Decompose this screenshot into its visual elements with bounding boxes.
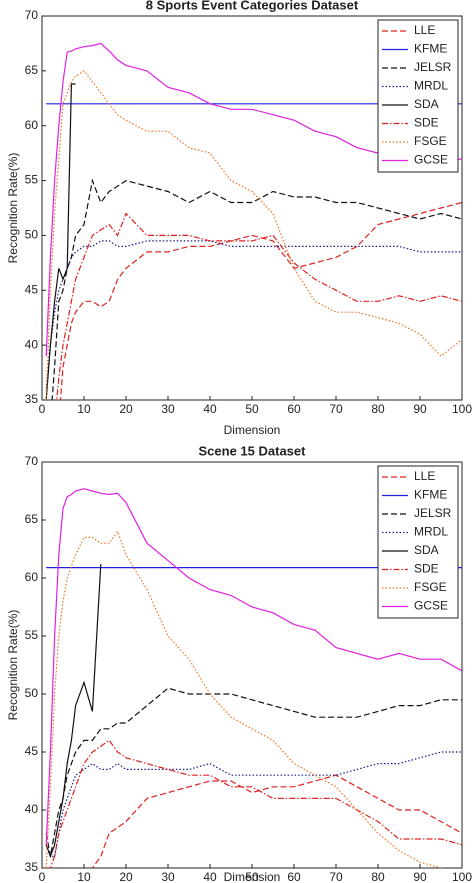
- x-tick-label: 40: [203, 402, 217, 416]
- x-tick-label: 80: [371, 402, 385, 416]
- x-tick-label: 0: [39, 402, 46, 416]
- chart-title: Scene 15 Dataset: [199, 443, 307, 458]
- y-tick-label: 50: [25, 228, 39, 242]
- x-tick-label: 90: [413, 870, 427, 883]
- x-tick-label: 40: [203, 870, 217, 883]
- series-line: [45, 530, 443, 868]
- x-tick-label: 70: [329, 402, 343, 416]
- lines: [45, 42, 462, 400]
- x-tick-label: 80: [371, 870, 385, 883]
- x-tick-label: 30: [161, 402, 175, 416]
- y-axis-label: Recognition Rate(%): [6, 610, 20, 721]
- y-tick-label: 35: [25, 392, 39, 406]
- legend-label: KFME: [414, 488, 447, 502]
- legend-label: KFME: [414, 42, 447, 56]
- x-tick-label: 50: [245, 402, 259, 416]
- x-tick-label: 10: [77, 870, 91, 883]
- x-tick-label: 60: [287, 870, 301, 883]
- legend-label: SDA: [414, 97, 439, 111]
- chart-title: 8 Sports Event Categories Dataset: [146, 0, 359, 12]
- legend-label: SDA: [414, 543, 439, 557]
- series-line: [45, 488, 462, 845]
- y-tick-label: 70: [25, 454, 39, 468]
- legend-label: FSGE: [414, 134, 447, 148]
- x-tick-label: 50: [245, 870, 259, 883]
- y-tick-label: 70: [25, 8, 39, 22]
- series-line: [51, 178, 462, 400]
- x-axis-label: Dimension: [224, 870, 281, 883]
- series-line: [45, 42, 462, 357]
- legend-label: GCSE: [414, 153, 448, 167]
- legend-label: LLE: [414, 23, 435, 37]
- x-tick-label: 20: [119, 402, 133, 416]
- lines: [45, 488, 462, 868]
- legend-box: [377, 465, 459, 619]
- y-tick-label: 45: [25, 282, 39, 296]
- y-tick-label: 50: [25, 686, 39, 700]
- series-line: [91, 774, 462, 868]
- legend-box: [377, 19, 459, 173]
- legend-label: JELSR: [414, 506, 452, 520]
- legend-label: FSGE: [414, 580, 447, 594]
- x-axis-label: Dimension: [224, 423, 281, 437]
- x-tick-label: 90: [413, 402, 427, 416]
- legend-label: SDE: [414, 562, 439, 576]
- series-line: [45, 687, 462, 857]
- x-tick-label: 100: [452, 402, 472, 416]
- x-tick-label: 10: [77, 402, 91, 416]
- y-tick-label: 40: [25, 802, 39, 816]
- y-tick-label: 65: [25, 63, 39, 77]
- x-tick-label: 20: [119, 870, 133, 883]
- y-tick-label: 35: [25, 860, 39, 874]
- y-tick-label: 40: [25, 337, 39, 351]
- legend-label: MRDL: [414, 79, 448, 93]
- legend-label: SDE: [414, 116, 439, 130]
- series-line: [45, 564, 102, 859]
- legend-label: MRDL: [414, 525, 448, 539]
- legend-label: LLE: [414, 469, 435, 483]
- x-tick-label: 0: [39, 870, 46, 883]
- y-tick-label: 55: [25, 173, 39, 187]
- series-line: [56, 212, 462, 400]
- series-line: [45, 83, 76, 400]
- y-tick-label: 60: [25, 118, 39, 132]
- legend-label: JELSR: [414, 60, 452, 74]
- x-tick-label: 100: [452, 870, 472, 883]
- x-tick-label: 60: [287, 402, 301, 416]
- y-tick-label: 65: [25, 512, 39, 526]
- series-line: [59, 201, 462, 400]
- series-line: [46, 739, 462, 868]
- y-tick-label: 60: [25, 570, 39, 584]
- y-axis-label: Recognition Rate(%): [6, 153, 20, 264]
- x-tick-label: 70: [329, 870, 343, 883]
- x-tick-label: 30: [161, 870, 175, 883]
- y-tick-label: 45: [25, 744, 39, 758]
- legend-label: GCSE: [414, 599, 448, 613]
- series-line: [45, 751, 462, 857]
- y-tick-label: 55: [25, 628, 39, 642]
